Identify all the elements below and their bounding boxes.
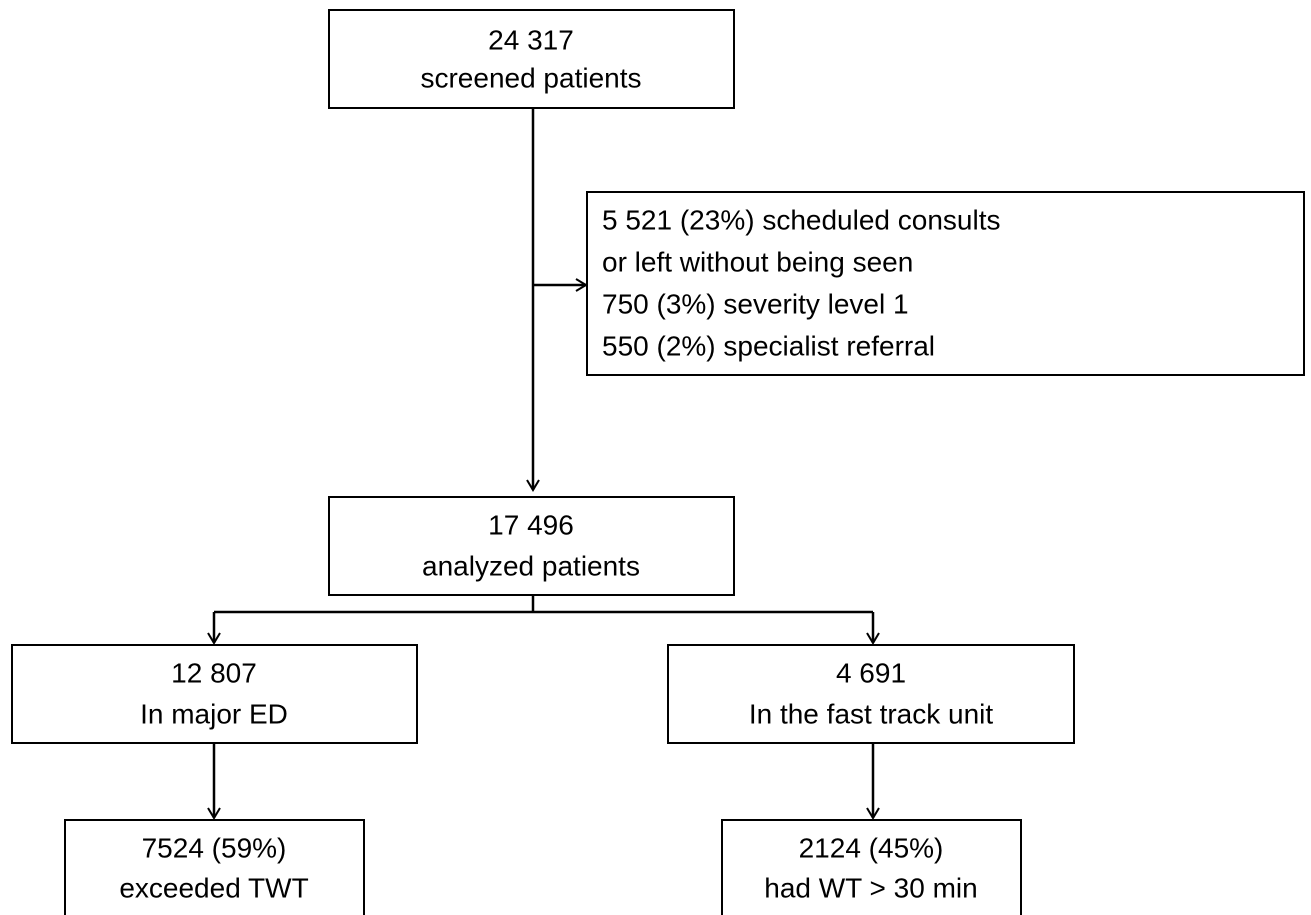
node-text: 550 (2%) specialist referral bbox=[602, 330, 935, 361]
node-text: 24 317 bbox=[488, 24, 574, 55]
node-text: 7524 (59%) bbox=[142, 832, 287, 863]
node-text: 4 691 bbox=[836, 657, 906, 688]
node-box bbox=[721, 819, 1022, 915]
node-box bbox=[11, 644, 418, 744]
node-text: 17 496 bbox=[488, 509, 574, 540]
node-text: had WT > 30 min bbox=[764, 872, 977, 903]
node-box bbox=[328, 496, 735, 596]
node-text: In major ED bbox=[140, 698, 288, 729]
node-text: screened patients bbox=[420, 62, 641, 93]
node-text: analyzed patients bbox=[422, 550, 640, 581]
node-text: 12 807 bbox=[171, 657, 257, 688]
node-text: 750 (3%) severity level 1 bbox=[602, 288, 909, 319]
node-box bbox=[64, 819, 365, 915]
node-text: In the fast track unit bbox=[749, 698, 994, 729]
node-text: exceeded TWT bbox=[119, 872, 308, 903]
node-text: 5 521 (23%) scheduled consults bbox=[602, 204, 1000, 235]
node-text: 2124 (45%) bbox=[799, 832, 944, 863]
node-text: or left without being seen bbox=[602, 246, 913, 277]
node-box bbox=[586, 191, 1305, 376]
node-box bbox=[667, 644, 1075, 744]
node-box bbox=[328, 9, 735, 109]
